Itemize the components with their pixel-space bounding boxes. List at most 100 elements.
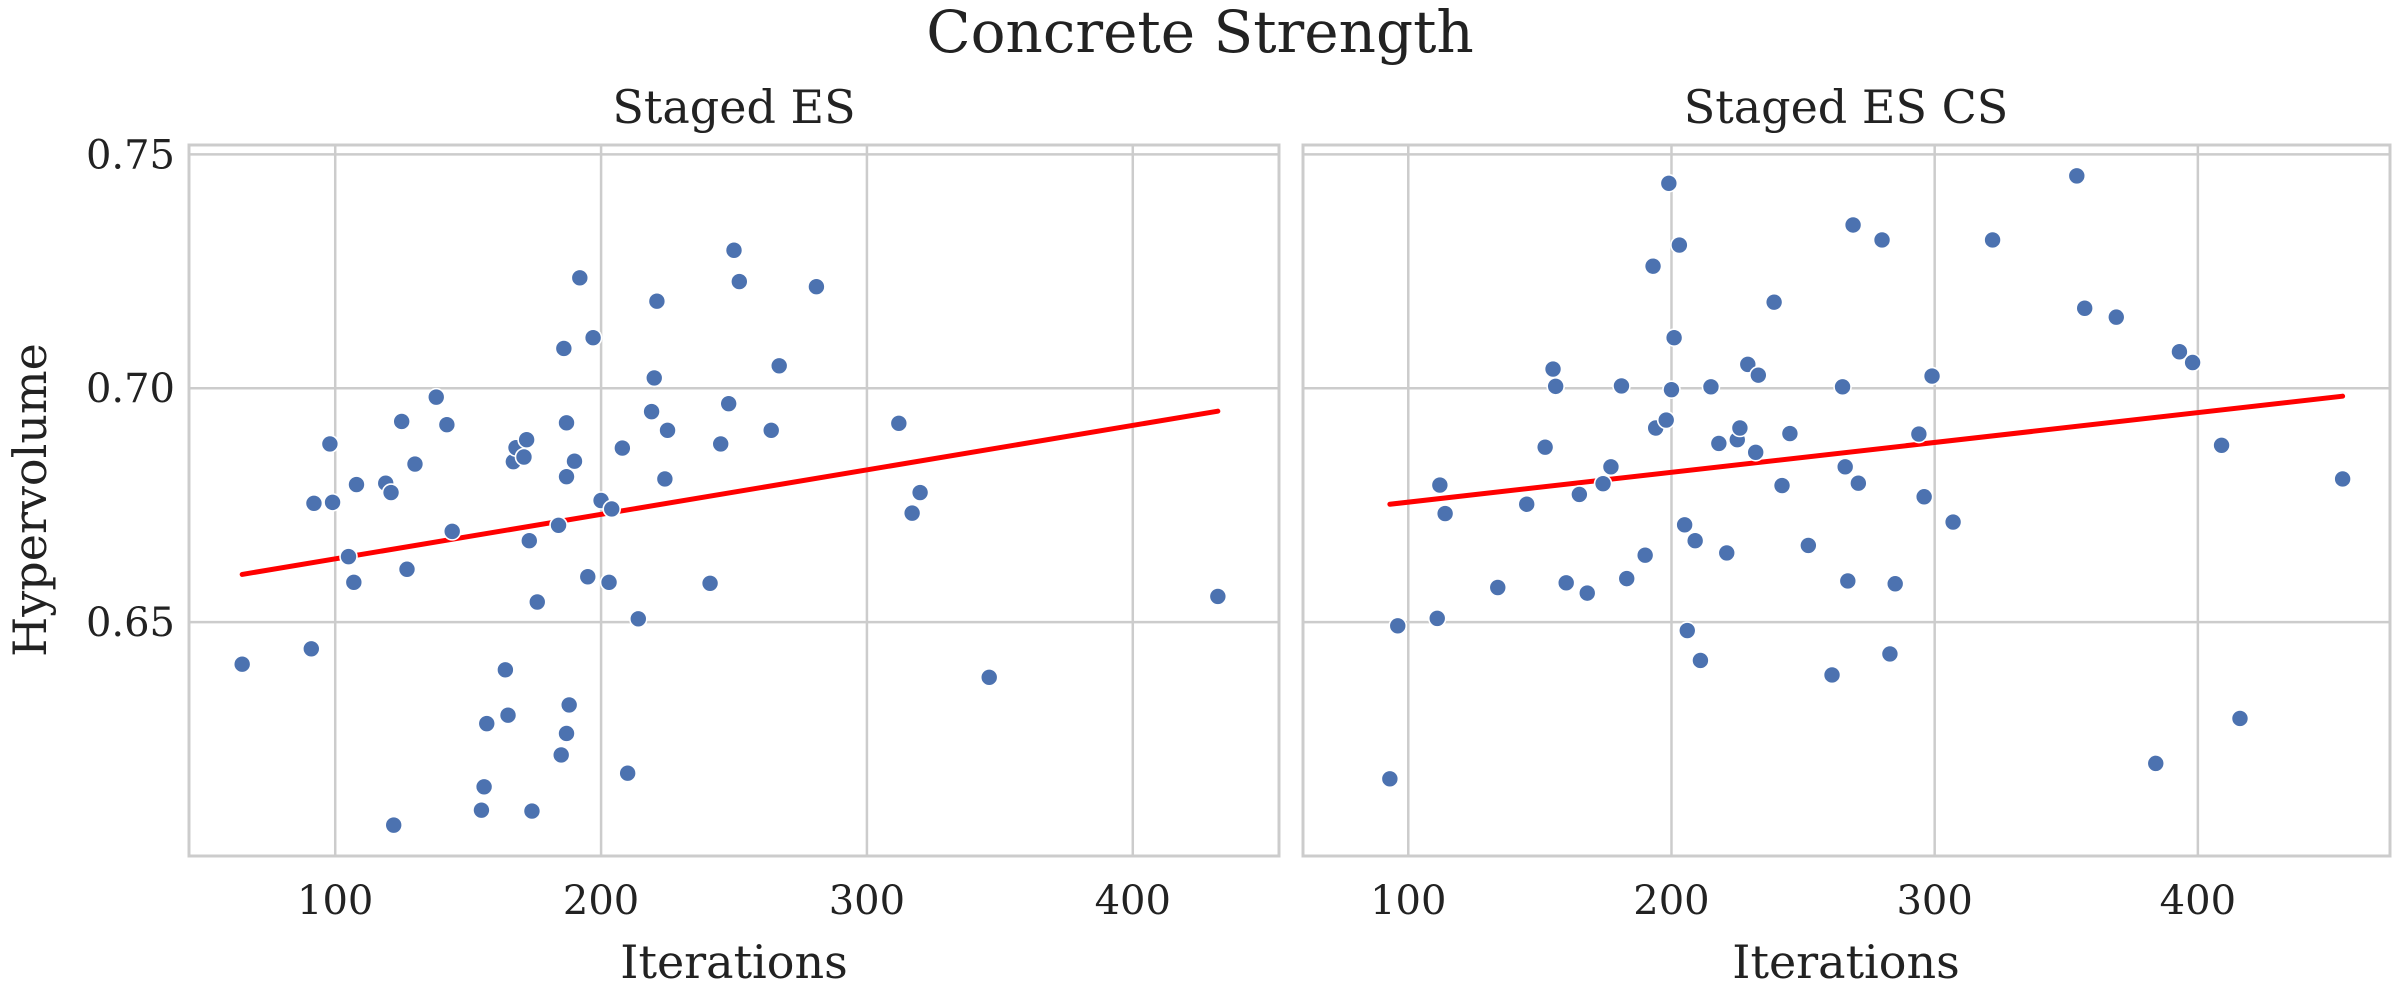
data-point (1517, 494, 1537, 514)
data-point (719, 394, 738, 413)
x-axis-label: Iterations (1732, 935, 1959, 989)
data-point (1701, 377, 1721, 397)
data-point (323, 493, 342, 512)
data-point (381, 483, 401, 502)
data-point (2333, 469, 2352, 489)
y-axis-label: Hypervolume (3, 343, 57, 657)
data-point (472, 800, 491, 820)
data-point (1709, 434, 1729, 453)
data-point (642, 402, 661, 421)
data-point (474, 777, 494, 797)
data-point (1772, 476, 1792, 495)
data-point (807, 277, 826, 297)
data-point (1659, 174, 1679, 193)
data-point (1208, 587, 1228, 606)
data-point (724, 240, 744, 260)
data-point (761, 421, 781, 440)
data-point (1593, 474, 1613, 493)
data-point (647, 291, 667, 311)
x-axis-label: Iterations (620, 935, 847, 989)
data-point (477, 714, 497, 733)
data-point (1983, 230, 2002, 250)
data-point (1570, 485, 1589, 504)
data-point (1677, 621, 1697, 640)
data-point (232, 654, 252, 674)
data-point (565, 451, 584, 471)
x-tick-label: 400 (2160, 878, 2236, 924)
plot-area (187, 143, 1281, 858)
data-point (1880, 644, 1900, 664)
data-point (1833, 377, 1852, 397)
data-point (2067, 166, 2087, 186)
data-point (578, 567, 598, 587)
data-point (1835, 457, 1855, 477)
data-point (1488, 578, 1508, 597)
data-point (1546, 377, 1565, 396)
data-point (910, 483, 930, 502)
data-point (1380, 769, 1400, 789)
data-point (496, 660, 515, 680)
data-point (320, 434, 340, 454)
x-tick-label: 300 (1896, 878, 1972, 924)
data-point (557, 413, 576, 433)
data-point (426, 387, 446, 407)
data-point (442, 522, 462, 541)
data-point (700, 573, 720, 593)
data-point (347, 475, 366, 494)
data-point (2075, 298, 2094, 318)
y-tick-label: 0.70 (86, 366, 175, 412)
data-point (1635, 545, 1655, 565)
subplot-title: Staged ES CS (1684, 80, 2009, 134)
data-point (1717, 543, 1737, 563)
data-point (644, 368, 664, 388)
data-point (2170, 342, 2189, 362)
data-point (557, 724, 576, 743)
data-point (711, 434, 731, 454)
data-point (1643, 256, 1663, 276)
data-point (437, 415, 457, 435)
data-point (1388, 616, 1408, 636)
data-point (557, 467, 576, 486)
data-point (570, 268, 590, 288)
data-point (519, 531, 539, 551)
data-point (1617, 569, 1637, 588)
data-point (1822, 665, 1842, 685)
data-point (730, 272, 749, 291)
data-point (889, 414, 909, 433)
x-tick-label: 100 (1370, 878, 1446, 924)
subplot-staged-es-cs: Staged ES CS 100 200 300 400 Iterations (1301, 80, 2392, 989)
data-point (527, 592, 547, 612)
x-tick-label: 400 (1095, 878, 1171, 924)
data-point (344, 573, 364, 592)
data-point (1764, 292, 1784, 312)
data-point (655, 469, 675, 489)
data-point (1922, 366, 1942, 386)
data-point (301, 639, 321, 659)
data-point (304, 494, 324, 513)
data-point (628, 609, 648, 629)
data-point (384, 815, 404, 835)
data-point (2212, 436, 2231, 455)
data-point (1427, 609, 1447, 628)
data-point (554, 339, 574, 358)
data-point (522, 801, 542, 821)
data-point (1435, 504, 1455, 523)
data-point (2183, 353, 2202, 372)
data-point (599, 573, 619, 592)
data-point (979, 668, 999, 687)
data-point (498, 705, 518, 725)
data-point (1601, 457, 1621, 477)
x-tick-label: 200 (563, 878, 639, 924)
data-point (1685, 531, 1705, 551)
data-point (392, 412, 411, 431)
subplot-staged-es: Staged ES 100 200 300 400 0.65 0.70 0.75 Iter… (3, 80, 1281, 989)
data-point (1612, 376, 1631, 396)
trend-line (1387, 393, 2346, 507)
data-point (551, 745, 571, 765)
y-tick-label: 0.75 (86, 132, 175, 178)
data-point (769, 356, 789, 376)
data-point (405, 454, 425, 474)
data-point (1914, 487, 1934, 507)
data-point (902, 503, 922, 523)
